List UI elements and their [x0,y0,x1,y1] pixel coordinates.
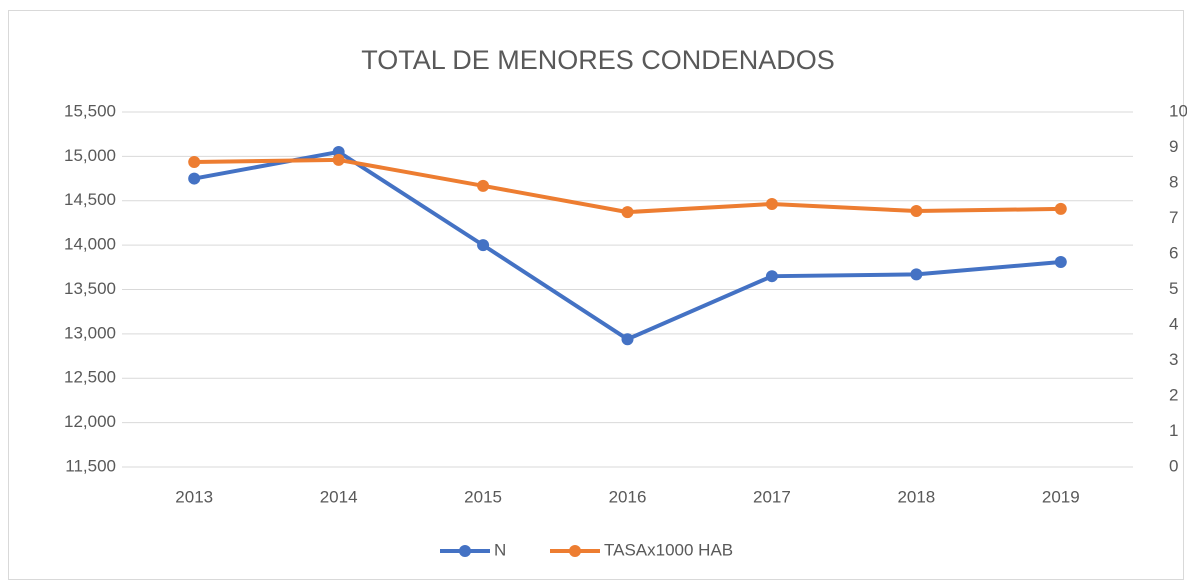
chart-title: TOTAL DE MENORES CONDENADOS [361,45,835,75]
y2-tick-label: 9 [1169,137,1178,156]
chart-frame [8,10,1184,580]
y-tick-label: 13,500 [64,279,116,298]
point [621,333,634,346]
point [765,270,778,283]
point [910,268,923,281]
x-tick-label: 2017 [753,487,791,506]
y-tick-label: 14,500 [64,190,116,209]
point [477,239,490,252]
y2-tick-label: 1 [1169,421,1178,440]
x-tick-label: 2019 [1042,487,1080,506]
y-tick-label: 12,500 [64,368,116,387]
y2-tick-label: 10 [1169,101,1187,120]
x-tick-label: 2014 [320,487,358,506]
x-tick-label: 2016 [609,487,647,506]
y2-tick-label: 0 [1169,456,1178,475]
y-tick-label: 12,000 [64,412,116,431]
y-tick-label: 14,000 [64,235,116,254]
point [188,172,201,185]
y2-tick-label: 4 [1169,314,1178,333]
point [188,156,201,169]
y-tick-label: 13,000 [64,323,116,342]
legend-marker [459,545,471,557]
y2-tick-label: 8 [1169,172,1178,191]
point [332,153,345,166]
point [1054,255,1067,268]
y-tick-label: 15,500 [64,101,116,120]
y-tick-label: 15,000 [64,146,116,165]
point [1054,202,1067,215]
point [910,205,923,218]
legend-marker [569,545,581,557]
y2-tick-label: 6 [1169,243,1178,262]
legend-label: TASAx1000 HAB [604,540,733,559]
y2-tick-label: 5 [1169,279,1178,298]
y2-tick-label: 7 [1169,208,1178,227]
y2-tick-label: 3 [1169,350,1178,369]
y2-tick-label: 2 [1169,385,1178,404]
x-tick-label: 2015 [464,487,502,506]
point [621,206,634,219]
y-tick-label: 11,500 [65,456,116,475]
legend-label: N [494,540,506,559]
x-tick-label: 2013 [175,487,213,506]
x-tick-label: 2018 [897,487,935,506]
point [765,197,778,210]
point [477,179,490,192]
